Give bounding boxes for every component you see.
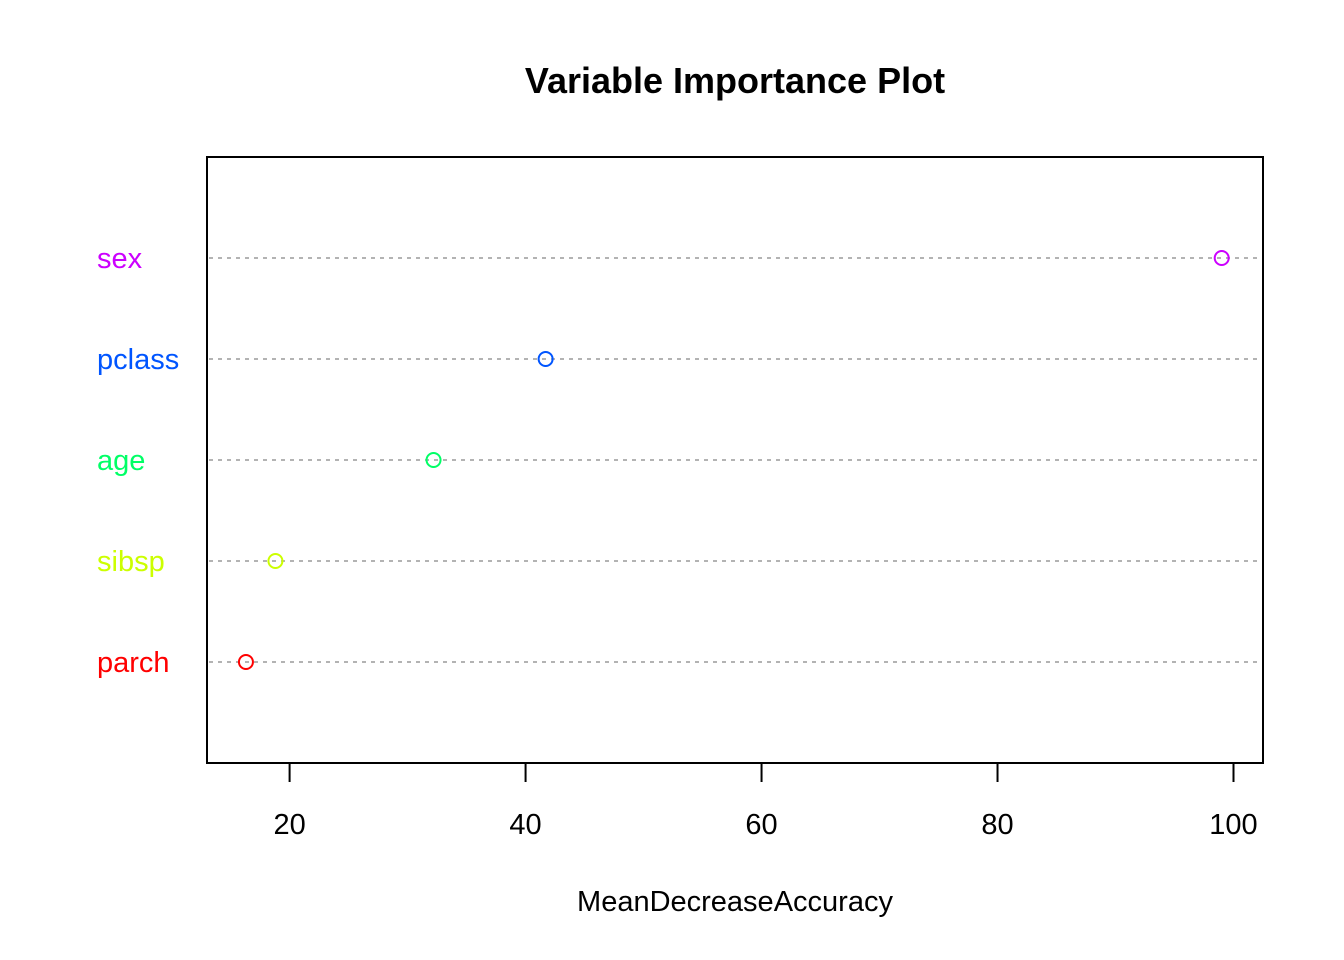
data-point-sex — [1213, 250, 1230, 266]
x-axis: 20 40 60 80 100 — [273, 763, 1258, 841]
data-point-parch — [237, 654, 254, 670]
grid-lines — [209, 257, 1257, 663]
x-tick-label-100: 100 — [1209, 809, 1257, 841]
plot-frame — [206, 156, 1264, 764]
category-label-pclass: pclass — [97, 344, 179, 376]
data-point-pclass — [537, 351, 554, 367]
category-label-parch: parch — [97, 647, 170, 679]
x-tick-label-20: 20 — [273, 809, 305, 841]
category-labels: sex pclass age sibsp parch — [97, 243, 179, 679]
x-tick-label-60: 60 — [745, 809, 777, 841]
x-tick-label-40: 40 — [509, 809, 541, 841]
category-label-sibsp: sibsp — [97, 546, 165, 578]
x-tick-label-80: 80 — [981, 809, 1013, 841]
data-point-age — [425, 452, 442, 468]
chart-title: Variable Importance Plot — [525, 60, 945, 101]
category-label-age: age — [97, 445, 145, 477]
data-point-sibsp — [267, 553, 284, 569]
category-label-sex: sex — [97, 243, 143, 275]
data-points — [237, 250, 1230, 670]
x-axis-label: MeanDecreaseAccuracy — [577, 886, 893, 918]
